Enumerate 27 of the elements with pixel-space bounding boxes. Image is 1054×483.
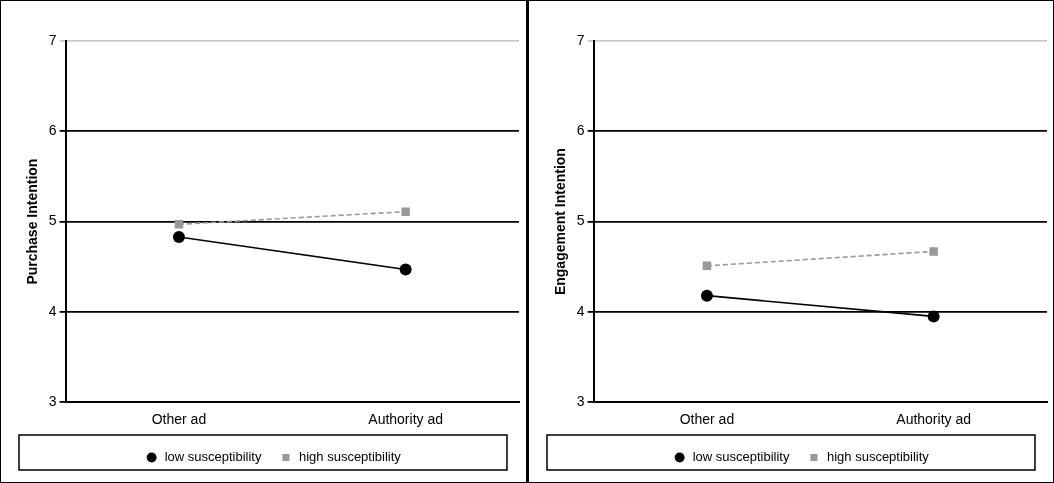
legend-label: low susceptibility bbox=[692, 449, 790, 465]
y-tick-label: 6 bbox=[576, 122, 585, 139]
point bbox=[399, 263, 412, 276]
legend-label: high susceptibility bbox=[298, 449, 402, 465]
y-tick-label: 3 bbox=[48, 393, 57, 410]
y-tick-label: 5 bbox=[48, 212, 57, 229]
x-tick-label: Authority ad bbox=[368, 411, 444, 428]
y-tick-label: 5 bbox=[576, 212, 585, 229]
legend-label: high susceptibility bbox=[826, 449, 930, 465]
y-tick-label: 3 bbox=[576, 393, 585, 410]
y-tick-label: 4 bbox=[48, 302, 57, 319]
y-tick-label: 7 bbox=[48, 31, 57, 48]
x-tick-label: Other ad bbox=[679, 411, 735, 428]
x-tick-label: Authority ad bbox=[896, 411, 972, 428]
legend-label: low susceptibility bbox=[164, 449, 262, 465]
point bbox=[700, 289, 713, 302]
x-tick-label: Other ad bbox=[151, 411, 207, 428]
y-axis-title: Engagement Intention bbox=[552, 148, 569, 296]
point bbox=[401, 207, 410, 216]
point bbox=[172, 230, 185, 243]
y-tick-label: 4 bbox=[576, 302, 585, 319]
y-tick-label: 7 bbox=[576, 31, 585, 48]
point bbox=[174, 220, 184, 229]
point bbox=[927, 310, 940, 323]
y-tick-label: 6 bbox=[48, 122, 57, 139]
y-axis-title: Purchase Intention bbox=[24, 158, 41, 285]
point bbox=[929, 247, 938, 256]
